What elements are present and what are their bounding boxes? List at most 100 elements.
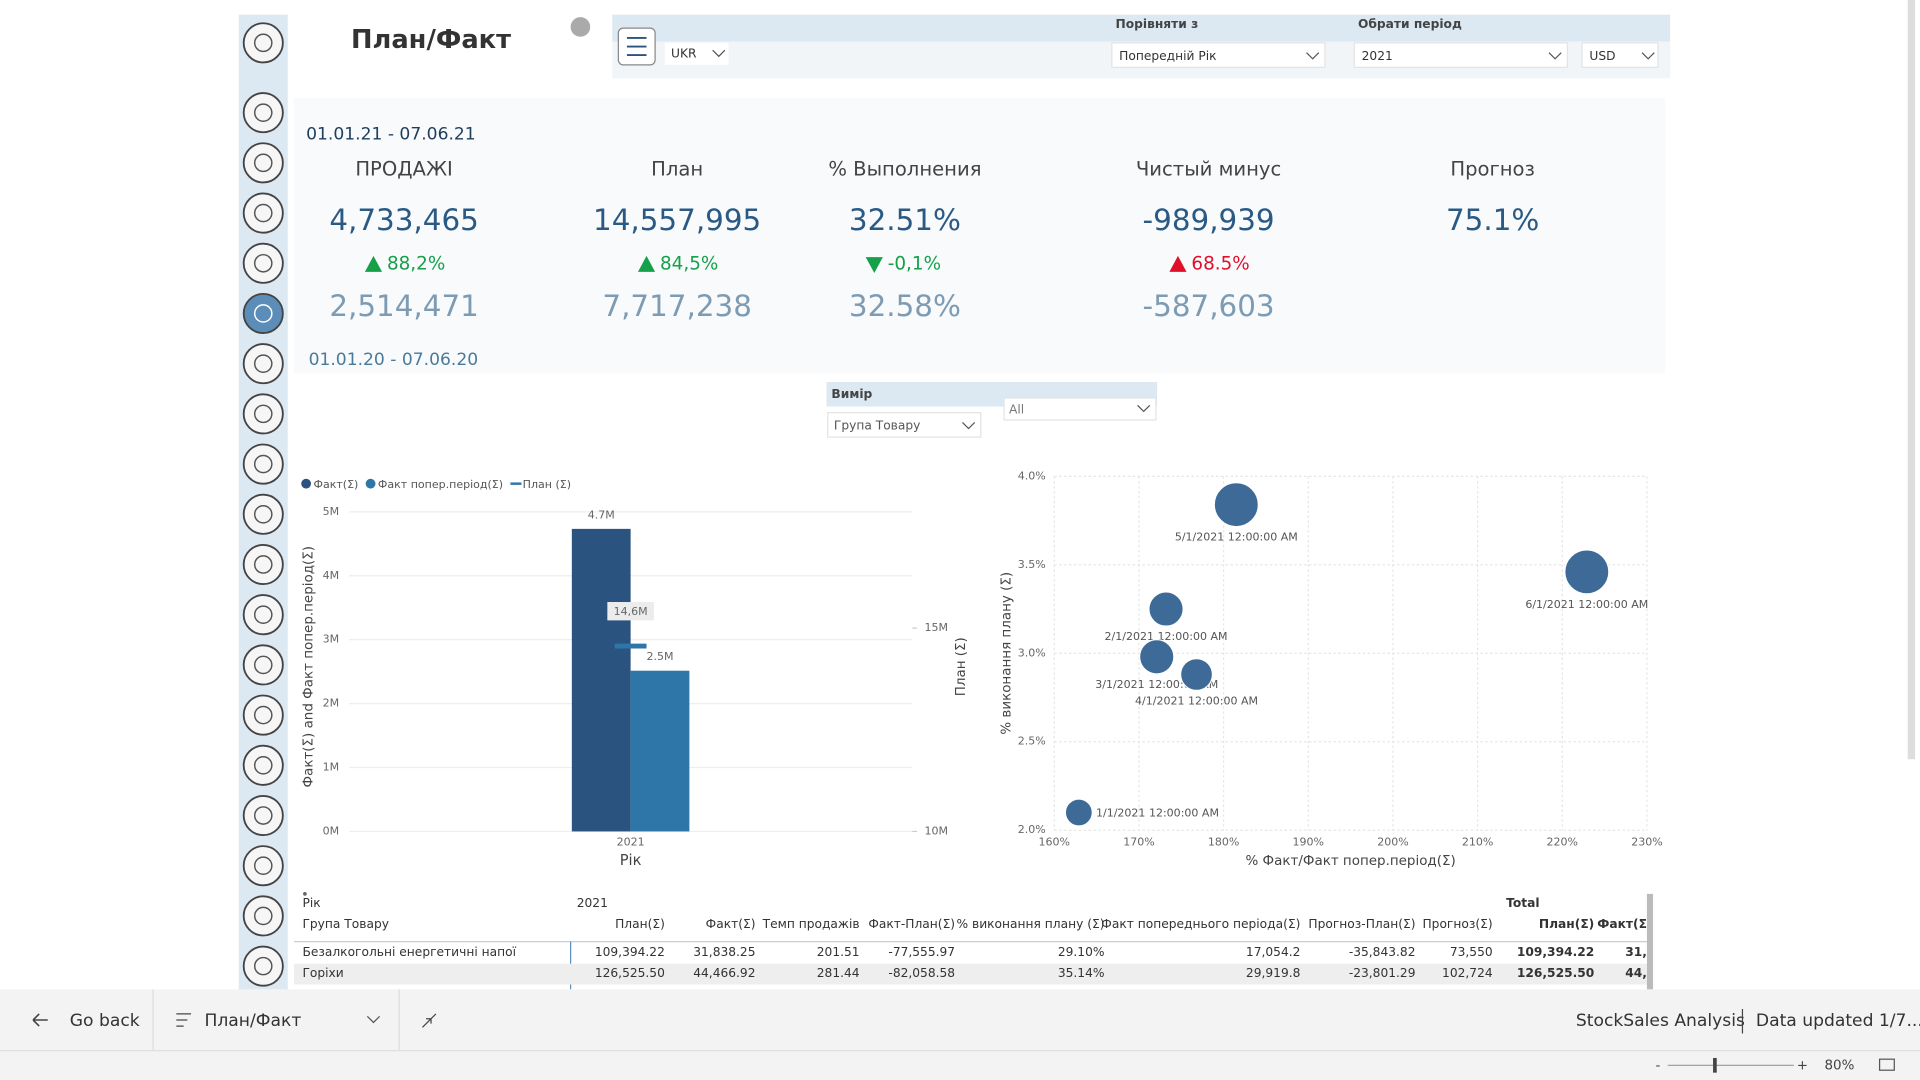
nav-icon[interactable] [242,343,284,385]
nav-icon[interactable] [242,694,284,736]
nav-icon[interactable] [242,744,284,786]
fit-icon[interactable] [1878,1058,1895,1071]
region-dropdown[interactable] [664,42,729,65]
kpi-title: ПРОДАЖІ [355,158,453,181]
bubble [1138,639,1175,675]
region-value: UKR [671,46,697,60]
y2-tick-label: 15M [924,621,948,634]
column-group: Total [1506,896,1539,910]
nav-icon-glyph [253,956,273,976]
nav-icon[interactable] [242,192,284,234]
y-tick-label: 2M [323,697,340,710]
data-label: 4.7M [588,508,615,521]
kpi-value: 75.1% [1446,203,1539,237]
kpi-title: Чистый минус [1136,158,1281,181]
nav-icon-glyph [253,504,273,524]
filter-bar [612,14,1671,42]
kpi-prev-value: 32.58% [849,289,961,323]
kpi-value: 32.51% [849,203,961,237]
nav-icon[interactable] [242,543,284,585]
nav-icon[interactable] [242,845,284,887]
nav-icon-glyph [253,354,273,373]
data-updated: Data updated 1/7... [1756,1011,1920,1031]
y-tick-label: 3M [323,633,340,646]
x-tick-label: 230% [1631,835,1663,848]
nav-icon-glyph [253,253,273,273]
nav-icon[interactable] [242,443,284,485]
x-tick-label: 190% [1293,835,1325,848]
zoom-in[interactable]: + [1797,1058,1808,1073]
nav-icon[interactable] [242,795,284,837]
chevron [1641,52,1655,60]
column-header: План(Σ) [1539,917,1594,931]
y2-axis-title: План (Σ) [954,637,969,696]
cell: 109,394.22 [595,945,665,959]
chevron [1306,52,1320,60]
column-header: % виконання плану (Σ) [956,917,1104,931]
nav-icon-glyph [253,33,273,53]
nav-icon-glyph [253,153,273,173]
point-label: 6/1/2021 12:00:00 AM [1525,598,1648,611]
nav-icon[interactable] [242,393,284,435]
nav-icon-glyph [253,605,273,625]
legend-label: Факт(Σ) [313,478,358,491]
nav-icon[interactable] [242,92,284,134]
filter-dropdown[interactable] [1003,397,1157,421]
zoom-out[interactable]: - [1656,1058,1661,1073]
period-dropdown[interactable] [1353,42,1568,68]
row-stripe [293,963,1649,985]
nav-icon[interactable] [242,22,284,64]
nav-icon[interactable] [242,142,284,184]
point-label: 1/1/2021 12:00:00 AM [1096,807,1219,820]
column-header: Факт-План(Σ) [868,917,955,931]
cell: 31, [1625,945,1647,959]
chevron [366,1015,381,1024]
row-header: Група Товару [302,917,389,931]
nav-icon-glyph [253,655,273,675]
period-value: 2021 [1362,49,1393,63]
page-selector[interactable]: План/Факт [204,1011,301,1031]
column-group: 2021 [577,896,608,910]
data-label: 2.5M [646,650,673,663]
y2-tick-label: 10M [924,824,948,837]
back-button[interactable]: Go back [70,1011,140,1031]
nav-icon[interactable] [242,493,284,535]
legend-label: Факт попер.період(Σ) [378,478,503,491]
y-tick-label: 2.0% [1018,823,1046,836]
x-tick-label: 160% [1039,835,1070,848]
zoom-thumb[interactable] [1713,1057,1717,1073]
cell: 17,054.2 [1246,945,1300,959]
cell: 35.14% [1058,966,1105,980]
help-icon[interactable] [570,17,591,37]
point-label: 4/1/2021 12:00:00 AM [1135,694,1258,707]
nav-icon[interactable] [242,594,284,636]
dimension-dropdown[interactable] [827,412,982,438]
nav-icon[interactable] [242,895,284,937]
bubble [1064,798,1093,827]
compare-dropdown[interactable] [1111,42,1326,68]
row-header: Рік [302,896,320,910]
cell: 126,525.50 [1517,966,1594,980]
cell: 29.10% [1058,945,1105,959]
page-scrollbar [1907,0,1916,760]
x-tick-label: 200% [1377,835,1408,848]
column-header: Прогноз-План(Σ) [1308,917,1415,931]
collapse-icon [422,1013,437,1028]
nav-icon-glyph [253,705,273,725]
cell: 29,919.8 [1246,966,1300,980]
footer-bar [0,989,1920,1051]
nav-icon[interactable] [242,292,284,334]
kpi-prev-value: -587,603 [1143,289,1275,323]
table: Рік 2021 Total Група Товару План(Σ) Факт(Σ) Те… [293,892,1649,990]
nav-icon[interactable] [242,242,284,284]
nav-icon-glyph [253,756,273,775]
kpi-change: -0,1% [888,253,941,274]
nav-icon-glyph [253,454,273,474]
nav-icon-glyph [253,555,273,574]
nav-icon[interactable] [242,644,284,686]
legend-label: План (Σ) [523,478,571,491]
cell: 102,724 [1442,966,1493,980]
currency-value: USD [1589,49,1615,63]
nav-icon[interactable] [242,945,284,987]
